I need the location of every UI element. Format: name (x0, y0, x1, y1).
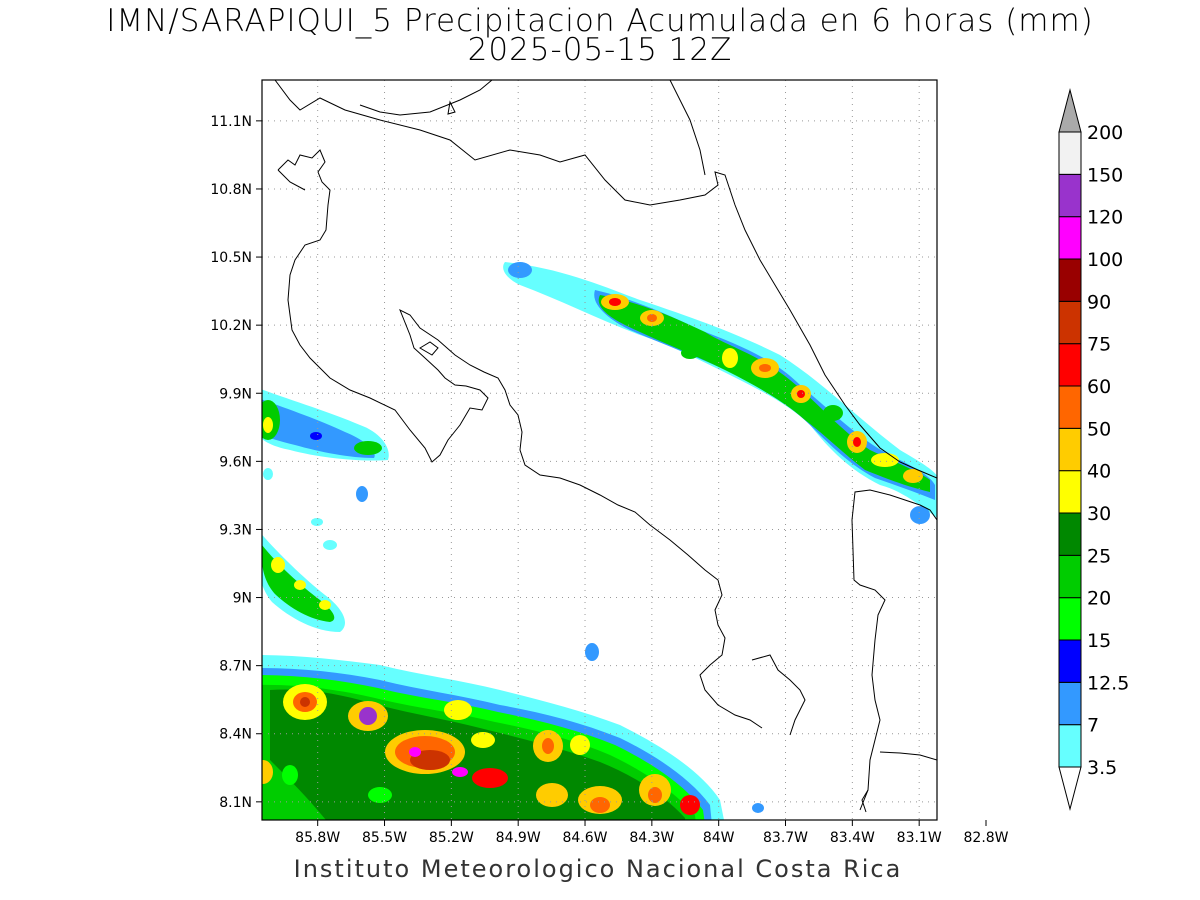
lat-tick-label: 8.7N (219, 659, 252, 675)
colorbar-label: 200 (1087, 122, 1123, 144)
lon-tick-label: 85.5W (362, 830, 407, 846)
lat-tick-label: 8.4N (219, 727, 252, 743)
colorbar-label: 30 (1087, 503, 1111, 525)
colorbar-swatch (1058, 597, 1082, 641)
lon-axis: 85.8W 85.5W 85.2W 84.9W 84.6W 84.3W 84W 83.7W 83… (295, 820, 1009, 846)
colorbar-label: 20 (1087, 588, 1111, 610)
precip-band-pacific (262, 655, 724, 820)
colorbar: 3.5 7 12.5 15 20 25 30 40 50 60 75 90 100 120 150 200 (1058, 88, 1129, 811)
lat-tick-label: 9N (233, 591, 252, 607)
lon-tick-label: 84.3W (629, 830, 674, 846)
lon-tick-label: 84.6W (563, 830, 608, 846)
lat-tick-label: 10.5N (210, 250, 252, 266)
chart-subtitle: 2025-05-15 12Z (467, 32, 733, 68)
colorbar-label: 75 (1087, 334, 1111, 356)
colorbar-label: 25 (1087, 545, 1111, 567)
colorbar-swatch (1058, 639, 1082, 683)
colorbar-swatch (1058, 427, 1082, 472)
lon-tick-label: 82.8W (964, 830, 1009, 846)
precip-patches-west (262, 389, 764, 813)
colorbar-max-arrow (1058, 88, 1082, 133)
colorbar-label: 100 (1087, 249, 1123, 271)
colorbar-swatch (1058, 470, 1082, 514)
colorbar-swatch (1058, 681, 1082, 726)
colorbar-label: 12.5 (1087, 672, 1129, 694)
lon-tick-label: 84.9W (496, 830, 541, 846)
lat-tick-label: 8.1N (219, 795, 252, 811)
lon-tick-label: 85.8W (295, 830, 340, 846)
footer-credit: Instituto Meteorologico Nacional Costa R… (293, 855, 903, 883)
precip-band-caribbean (503, 262, 937, 524)
colorbar-swatch (1058, 512, 1082, 556)
lat-tick-label: 9.3N (219, 522, 252, 538)
colorbar-swatch (1058, 554, 1082, 599)
lat-tick-label: 9.9N (219, 386, 252, 402)
lat-tick-label: 11.1N (210, 114, 252, 130)
colorbar-swatch (1058, 216, 1082, 260)
precip-layer (262, 80, 937, 820)
lon-tick-label: 84W (703, 830, 735, 846)
lat-axis: 11.1N 10.8N 10.5N 10.2N 9.9N 9.6N 9.3N 9N 8.7N 8.… (210, 114, 262, 811)
colorbar-label: 150 (1087, 164, 1123, 186)
coastlines (274, 80, 937, 813)
lon-tick-label: 83.7W (763, 830, 808, 846)
colorbar-label: 40 (1087, 461, 1111, 483)
colorbar-swatch (1058, 131, 1082, 175)
colorbar-min-arrow (1058, 766, 1082, 811)
lon-tick-label: 85.2W (429, 830, 474, 846)
colorbar-label: 15 (1087, 630, 1111, 652)
colorbar-label: 7 (1087, 715, 1099, 737)
chart-title: IMN/SARAPIQUI_5 Precipitacion Acumulada … (106, 3, 1094, 39)
lat-tick-label: 10.8N (210, 182, 252, 198)
colorbar-label: 120 (1087, 207, 1123, 229)
map-frame (261, 79, 938, 821)
colorbar-swatch (1058, 258, 1082, 302)
lon-tick-label: 83.1W (897, 830, 942, 846)
colorbar-swatch (1058, 343, 1082, 387)
colorbar-label: 90 (1087, 291, 1111, 313)
lat-tick-label: 9.6N (219, 454, 252, 470)
colorbar-swatch (1058, 300, 1082, 345)
colorbar-label: 3.5 (1087, 757, 1117, 779)
colorbar-label: 50 (1087, 418, 1111, 440)
lat-tick-label: 10.2N (210, 318, 252, 334)
colorbar-swatch (1058, 385, 1082, 429)
colorbar-swatch (1058, 173, 1082, 218)
lon-tick-label: 83.4W (830, 830, 875, 846)
colorbar-swatch (1058, 724, 1082, 768)
colorbar-label: 60 (1087, 376, 1111, 398)
